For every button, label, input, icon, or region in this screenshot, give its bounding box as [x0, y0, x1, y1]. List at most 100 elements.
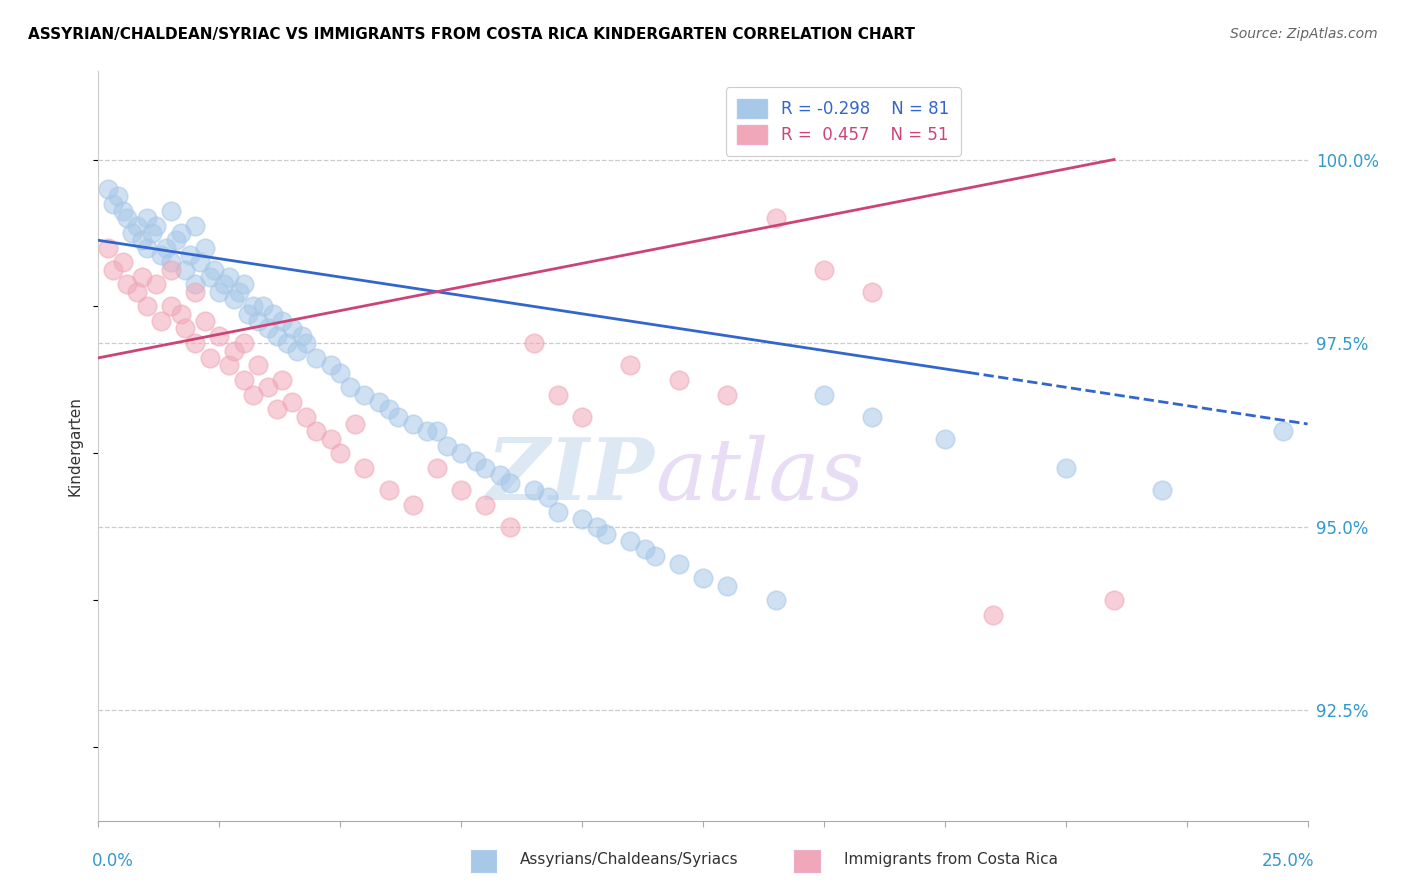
- Point: [934, 432, 956, 446]
- Text: Source: ZipAtlas.com: Source: ZipAtlas.com: [1230, 27, 1378, 41]
- Point: [107, 189, 129, 203]
- Point: [252, 300, 274, 314]
- Point: [305, 425, 328, 439]
- Point: [1102, 593, 1125, 607]
- Point: [222, 343, 245, 358]
- Point: [127, 285, 149, 299]
- Point: [339, 380, 361, 394]
- Point: [232, 336, 254, 351]
- Point: [319, 432, 342, 446]
- Point: [194, 241, 217, 255]
- Point: [285, 343, 308, 358]
- Point: [634, 541, 657, 556]
- Point: [498, 475, 520, 490]
- Point: [281, 395, 304, 409]
- Point: [101, 196, 124, 211]
- Point: [402, 498, 425, 512]
- Point: [329, 366, 352, 380]
- Point: [97, 241, 120, 255]
- Point: [860, 409, 883, 424]
- Point: [450, 483, 472, 497]
- Point: [377, 483, 399, 497]
- Point: [585, 520, 607, 534]
- Point: [813, 262, 835, 277]
- Point: [127, 219, 149, 233]
- Point: [1152, 483, 1174, 497]
- Point: [281, 321, 304, 335]
- Point: [271, 373, 294, 387]
- Point: [537, 491, 560, 505]
- Point: [169, 226, 191, 240]
- Text: Assyrians/Chaldeans/Syriacs: Assyrians/Chaldeans/Syriacs: [520, 852, 738, 867]
- Point: [416, 425, 439, 439]
- Point: [135, 241, 157, 255]
- Point: [238, 307, 260, 321]
- Point: [716, 578, 738, 592]
- Point: [218, 358, 240, 372]
- Point: [813, 387, 835, 401]
- Point: [474, 461, 496, 475]
- Point: [256, 321, 278, 335]
- Point: [208, 285, 231, 299]
- Point: [165, 233, 187, 247]
- Text: 0.0%: 0.0%: [91, 852, 134, 870]
- Point: [232, 277, 254, 292]
- Point: [343, 417, 366, 431]
- Point: [271, 314, 294, 328]
- Point: [353, 387, 375, 401]
- Point: [387, 409, 409, 424]
- Point: [489, 468, 512, 483]
- Point: [1054, 461, 1077, 475]
- Point: [305, 351, 328, 365]
- Point: [644, 549, 666, 564]
- Point: [222, 292, 245, 306]
- Point: [436, 439, 458, 453]
- Point: [117, 211, 139, 226]
- Point: [276, 336, 298, 351]
- Point: [155, 241, 177, 255]
- Text: Immigrants from Costa Rica: Immigrants from Costa Rica: [844, 852, 1057, 867]
- Point: [218, 270, 240, 285]
- Point: [212, 277, 235, 292]
- Point: [860, 285, 883, 299]
- Point: [145, 219, 167, 233]
- Point: [101, 262, 124, 277]
- Point: [97, 182, 120, 196]
- Y-axis label: Kindergarten: Kindergarten: [67, 396, 83, 496]
- Point: [174, 321, 197, 335]
- Point: [160, 255, 183, 269]
- Point: [1272, 425, 1295, 439]
- Point: [247, 314, 270, 328]
- Point: [135, 211, 157, 226]
- Point: [668, 373, 690, 387]
- Point: [266, 328, 288, 343]
- Point: [402, 417, 425, 431]
- Point: [523, 483, 546, 497]
- Point: [256, 380, 278, 394]
- Point: [111, 203, 134, 218]
- Point: [498, 520, 520, 534]
- Point: [295, 336, 318, 351]
- Point: [150, 314, 173, 328]
- Point: [319, 358, 342, 372]
- Point: [247, 358, 270, 372]
- Point: [262, 307, 284, 321]
- Point: [619, 358, 641, 372]
- Point: [179, 248, 201, 262]
- Point: [145, 277, 167, 292]
- Point: [184, 285, 207, 299]
- Point: [368, 395, 391, 409]
- Point: [232, 373, 254, 387]
- Point: [208, 328, 231, 343]
- Point: [184, 277, 207, 292]
- Point: [194, 314, 217, 328]
- Point: [290, 328, 312, 343]
- Point: [198, 270, 221, 285]
- Point: [571, 512, 593, 526]
- Point: [547, 387, 569, 401]
- Point: [619, 534, 641, 549]
- Point: [160, 300, 183, 314]
- Point: [160, 262, 183, 277]
- Point: [595, 527, 617, 541]
- Legend: R = -0.298    N = 81, R =  0.457    N = 51: R = -0.298 N = 81, R = 0.457 N = 51: [725, 87, 960, 156]
